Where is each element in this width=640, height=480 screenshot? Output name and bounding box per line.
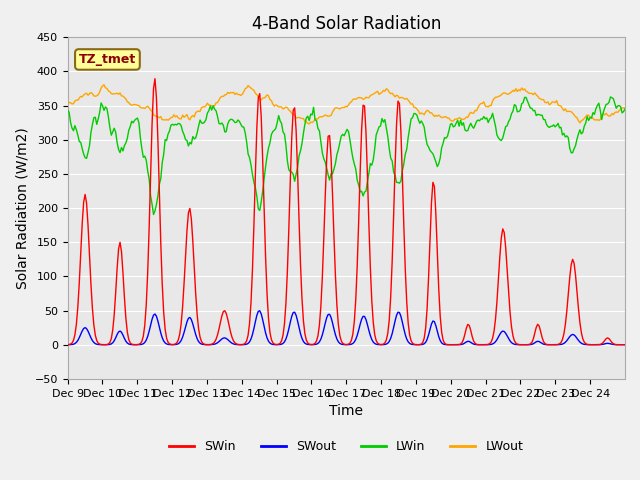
Y-axis label: Solar Radiation (W/m2): Solar Radiation (W/m2) [15,127,29,289]
Title: 4-Band Solar Radiation: 4-Band Solar Radiation [252,15,441,33]
X-axis label: Time: Time [330,404,364,418]
Legend: SWin, SWout, LWin, LWout: SWin, SWout, LWin, LWout [164,435,528,458]
Text: TZ_tmet: TZ_tmet [79,53,136,66]
